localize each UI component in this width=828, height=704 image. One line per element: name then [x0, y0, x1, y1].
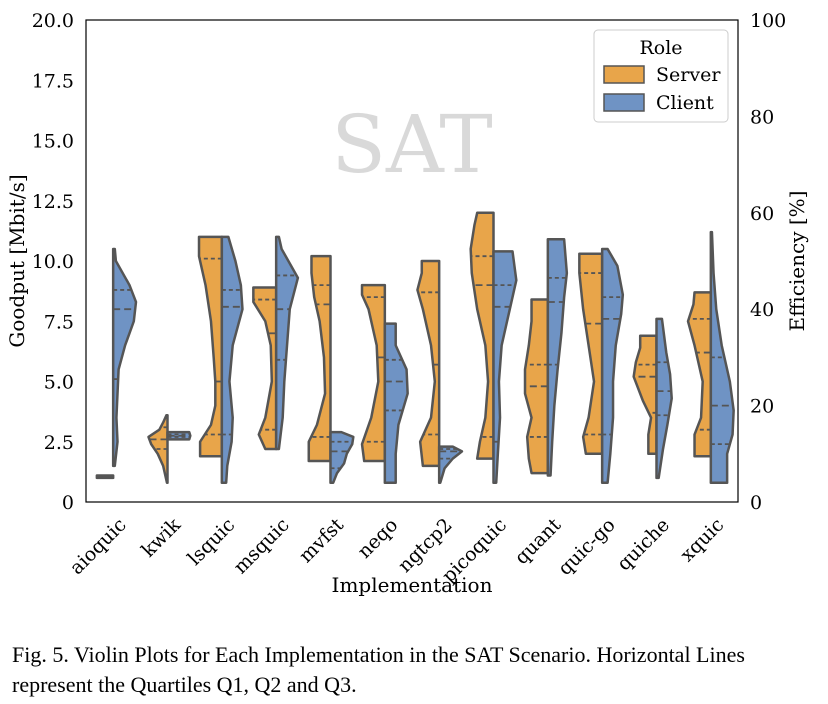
violin-client-xquic: [709, 230, 735, 484]
chart-svg: SAT 0 2.5 5.0 7.5 10.0 12.5 15.0 17.5 20.0 0 20 40 60…: [5, 10, 809, 597]
violin-client-lsquic: [220, 235, 244, 484]
y-tick-left-label: 17.5: [32, 70, 74, 92]
x-tick-label: xquic: [676, 514, 728, 566]
y-tick-right-label: 60: [750, 203, 774, 225]
violin-server-mvfst: [307, 254, 332, 463]
figure-caption: Fig. 5. Violin Plots for Each Implementa…: [12, 642, 745, 697]
violin-server-lsquic: [197, 235, 224, 458]
violin-server-msquic: [252, 286, 278, 451]
violin-server-quic-go: [578, 252, 604, 456]
x-tick-label: quiche: [613, 514, 674, 575]
y-axis-left-label: Goodput [Mbit/s]: [5, 174, 29, 347]
legend-swatch-client: [603, 93, 645, 112]
y-tick-left-label: 12.5: [32, 191, 74, 213]
violin-server-quiche: [632, 334, 658, 456]
legend-label-server: Server: [656, 64, 721, 86]
violin-server-ngtcp2: [416, 259, 441, 468]
violin-server-xquic: [686, 291, 713, 458]
violin-client-quant: [546, 238, 569, 477]
violin-server-neqo: [360, 283, 387, 463]
violin-client-ngtcp2: [437, 445, 464, 484]
violin-client-msquic: [274, 235, 300, 451]
y-tick-right-label: 20: [750, 396, 774, 418]
plot-frame: [85, 19, 739, 503]
y-tick-right-label: 100: [750, 10, 786, 32]
legend-label-client: Client: [656, 92, 714, 114]
watermark-text: SAT: [331, 98, 493, 191]
y-tick-left-label: 5.0: [44, 372, 74, 394]
x-axis-label: Implementation: [332, 573, 493, 597]
y-tick-left-label: 0: [62, 492, 74, 514]
y-tick-left-label: 10.0: [32, 251, 74, 273]
violin-client-quic-go: [600, 247, 625, 484]
y-tick-left-label: 20.0: [32, 10, 74, 32]
x-tick-label: quic-go: [554, 514, 620, 580]
legend-title: Role: [639, 37, 682, 59]
violin-client-mvfst: [329, 430, 355, 484]
x-tick-label: msquic: [229, 514, 293, 578]
violin-client-neqo: [383, 322, 409, 484]
violin-server-picoquic: [469, 211, 495, 460]
legend-swatch-server: [603, 65, 645, 84]
x-tick-label: kwik: [137, 514, 185, 562]
x-tick-label: aioquic: [66, 514, 131, 579]
y-tick-right-label: 0: [750, 492, 762, 514]
y-tick-right-label: 40: [750, 299, 774, 321]
y-tick-left-label: 15.0: [32, 131, 74, 153]
violin-chart: SAT 0 2.5 5.0 7.5 10.0 12.5 15.0 17.5 20.0 0 20 40 60…: [5, 10, 809, 597]
violin-client-quiche: [655, 317, 673, 480]
y-tick-left-label: 7.5: [44, 311, 74, 333]
violin-client-aioquic: [111, 247, 138, 468]
x-tick-label: mvfst: [295, 514, 348, 567]
y-axis-right-label: Efficiency [%]: [785, 191, 809, 332]
y-tick-left-label: 2.5: [44, 432, 74, 454]
y-tick-right-label: 80: [750, 106, 774, 128]
violin-client-picoquic: [492, 250, 518, 484]
x-tick-label: neqo: [354, 514, 403, 563]
